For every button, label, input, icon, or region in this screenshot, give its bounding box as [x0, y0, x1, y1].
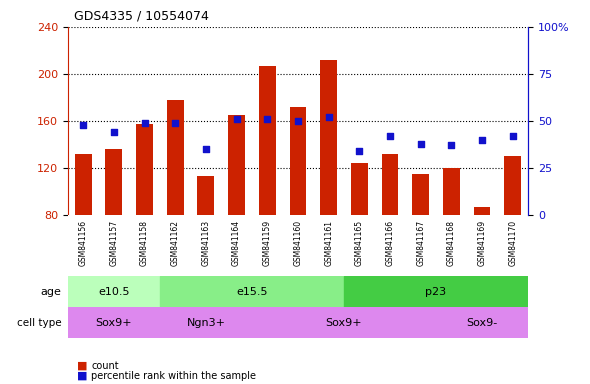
- Text: GSM841158: GSM841158: [140, 220, 149, 266]
- Bar: [167, 100, 183, 215]
- Text: GSM841160: GSM841160: [293, 220, 303, 266]
- Bar: [474, 207, 490, 215]
- Point: [416, 141, 425, 147]
- Text: GSM841162: GSM841162: [171, 220, 180, 266]
- Point: [447, 142, 456, 149]
- Point: [232, 116, 241, 122]
- Text: percentile rank within the sample: percentile rank within the sample: [91, 371, 257, 381]
- Text: Sox9+: Sox9+: [326, 318, 362, 328]
- Bar: [160, 276, 344, 307]
- Bar: [436, 307, 528, 338]
- Point: [263, 116, 272, 122]
- Text: e15.5: e15.5: [236, 287, 268, 297]
- Bar: [68, 276, 160, 307]
- Bar: [351, 163, 368, 215]
- Text: GSM841165: GSM841165: [355, 220, 364, 266]
- Text: e10.5: e10.5: [98, 287, 130, 297]
- Text: age: age: [41, 287, 62, 297]
- Bar: [228, 115, 245, 215]
- Bar: [75, 154, 91, 215]
- Bar: [290, 107, 306, 215]
- Point: [477, 137, 487, 143]
- Bar: [412, 174, 429, 215]
- Text: GSM841163: GSM841163: [201, 220, 211, 266]
- Bar: [382, 154, 398, 215]
- Point: [508, 133, 517, 139]
- Text: ■: ■: [77, 361, 87, 371]
- Point: [78, 122, 88, 128]
- Bar: [259, 66, 276, 215]
- Bar: [443, 168, 460, 215]
- Bar: [106, 149, 122, 215]
- Point: [293, 118, 303, 124]
- Text: Sox9-: Sox9-: [467, 318, 497, 328]
- Bar: [198, 176, 214, 215]
- Text: cell type: cell type: [17, 318, 62, 328]
- Bar: [320, 60, 337, 215]
- Point: [140, 120, 149, 126]
- Text: GSM841159: GSM841159: [263, 220, 272, 266]
- Bar: [136, 124, 153, 215]
- Point: [201, 146, 211, 152]
- Text: ■: ■: [77, 371, 87, 381]
- Text: GSM841157: GSM841157: [109, 220, 119, 266]
- Point: [171, 120, 180, 126]
- Text: GSM841161: GSM841161: [324, 220, 333, 266]
- Point: [109, 129, 119, 135]
- Text: GSM841156: GSM841156: [78, 220, 88, 266]
- Point: [324, 114, 333, 120]
- Text: Ngn3+: Ngn3+: [186, 318, 225, 328]
- Text: GSM841170: GSM841170: [508, 220, 517, 266]
- Text: GSM841168: GSM841168: [447, 220, 456, 266]
- Text: GSM841169: GSM841169: [477, 220, 487, 266]
- Text: GSM841164: GSM841164: [232, 220, 241, 266]
- Point: [385, 133, 395, 139]
- Text: count: count: [91, 361, 119, 371]
- Text: GDS4335 / 10554074: GDS4335 / 10554074: [74, 10, 209, 23]
- Bar: [252, 307, 436, 338]
- Text: Sox9+: Sox9+: [96, 318, 132, 328]
- Text: GSM841166: GSM841166: [385, 220, 395, 266]
- Point: [355, 148, 364, 154]
- Bar: [344, 276, 528, 307]
- Bar: [68, 307, 160, 338]
- Text: p23: p23: [425, 287, 447, 297]
- Text: GSM841167: GSM841167: [416, 220, 425, 266]
- Bar: [504, 156, 521, 215]
- Bar: [160, 307, 252, 338]
